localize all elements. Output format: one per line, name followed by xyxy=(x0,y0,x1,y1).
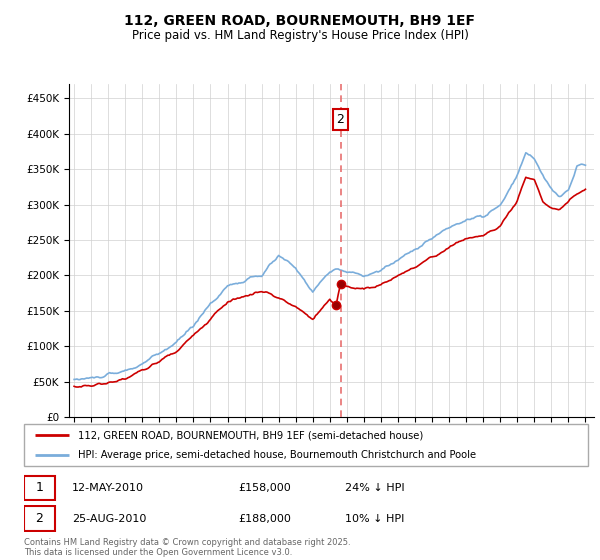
FancyBboxPatch shape xyxy=(24,475,55,500)
Text: 112, GREEN ROAD, BOURNEMOUTH, BH9 1EF (semi-detached house): 112, GREEN ROAD, BOURNEMOUTH, BH9 1EF (s… xyxy=(77,430,423,440)
Text: HPI: Average price, semi-detached house, Bournemouth Christchurch and Poole: HPI: Average price, semi-detached house,… xyxy=(77,450,476,460)
Text: 1: 1 xyxy=(35,481,43,494)
FancyBboxPatch shape xyxy=(24,506,55,531)
Text: £188,000: £188,000 xyxy=(238,514,291,524)
Text: 25-AUG-2010: 25-AUG-2010 xyxy=(72,514,146,524)
Text: £158,000: £158,000 xyxy=(238,483,291,493)
Text: 10% ↓ HPI: 10% ↓ HPI xyxy=(346,514,405,524)
Text: 24% ↓ HPI: 24% ↓ HPI xyxy=(346,483,405,493)
Text: Price paid vs. HM Land Registry's House Price Index (HPI): Price paid vs. HM Land Registry's House … xyxy=(131,29,469,42)
Text: 12-MAY-2010: 12-MAY-2010 xyxy=(72,483,144,493)
Text: Contains HM Land Registry data © Crown copyright and database right 2025.
This d: Contains HM Land Registry data © Crown c… xyxy=(24,538,350,557)
FancyBboxPatch shape xyxy=(24,424,588,466)
Text: 2: 2 xyxy=(35,512,43,525)
Text: 112, GREEN ROAD, BOURNEMOUTH, BH9 1EF: 112, GREEN ROAD, BOURNEMOUTH, BH9 1EF xyxy=(125,14,476,28)
Text: 2: 2 xyxy=(337,113,344,126)
